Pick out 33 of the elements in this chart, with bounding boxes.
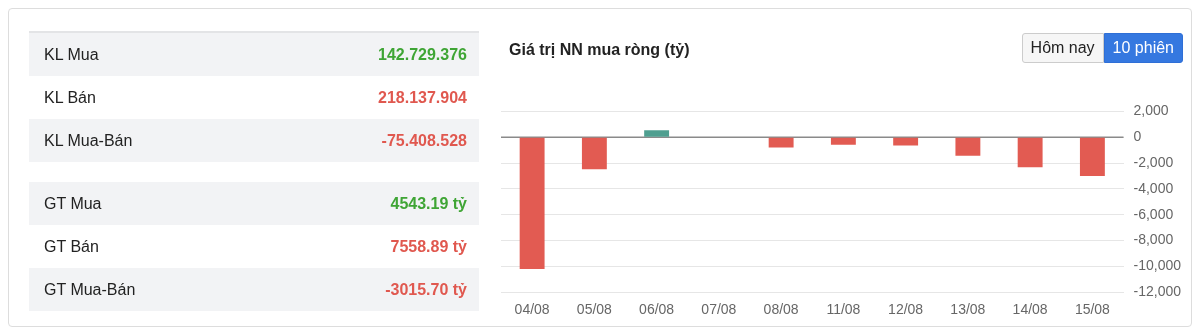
category-label: GT Mua [44, 194, 102, 213]
x-tick-label: 05/08 [576, 301, 613, 318]
text: 7558.89 tỷ [390, 237, 467, 255]
y-tick-label: -2,000 [1133, 153, 1174, 170]
x-tick-label: 13/08 [950, 301, 986, 318]
x-tick-label: 04/08 [514, 301, 550, 318]
category-label: GT Bán [44, 237, 99, 256]
x-tick-label: 07/08 [701, 301, 737, 318]
x-tick-label: 12/08 [888, 301, 924, 318]
x-tick-label: 11/08 [826, 301, 861, 318]
y-tick-label: -6,000 [1133, 205, 1174, 222]
y-tick-label: 0 [1133, 128, 1142, 145]
y-tick-label: -8,000 [1133, 231, 1174, 248]
x-tick-label: 15/08 [1074, 301, 1111, 318]
x-tick-label: 08/08 [763, 301, 799, 318]
y-tick-label: -4,000 [1133, 179, 1174, 196]
y-tick-label: 2,000 [1133, 102, 1169, 119]
text: -3015.70 tỷ [385, 280, 467, 298]
text: -75.408.528 [381, 131, 467, 149]
text: Hôm nay [1021, 33, 1104, 63]
chart-title: Giá trị NN mua ròng (tỷ) [509, 41, 690, 59]
text: 142.729.376 [378, 45, 467, 63]
text: 218.137.904 [378, 88, 467, 106]
y-tick-label: -10,000 [1133, 257, 1182, 274]
text: 4543.19 tỷ [390, 194, 467, 212]
x-tick-label: 14/08 [1012, 301, 1048, 318]
category-label: GT Mua-Bán [44, 280, 136, 299]
category-label: KL Mua-Bán [44, 131, 133, 150]
x-tick-label: 06/08 [639, 301, 675, 318]
y-tick-label: -12,000 [1133, 283, 1182, 300]
category-label: KL Mua [44, 45, 99, 64]
text: 10 phiên [1103, 33, 1183, 63]
category-label: KL Bán [44, 88, 96, 107]
